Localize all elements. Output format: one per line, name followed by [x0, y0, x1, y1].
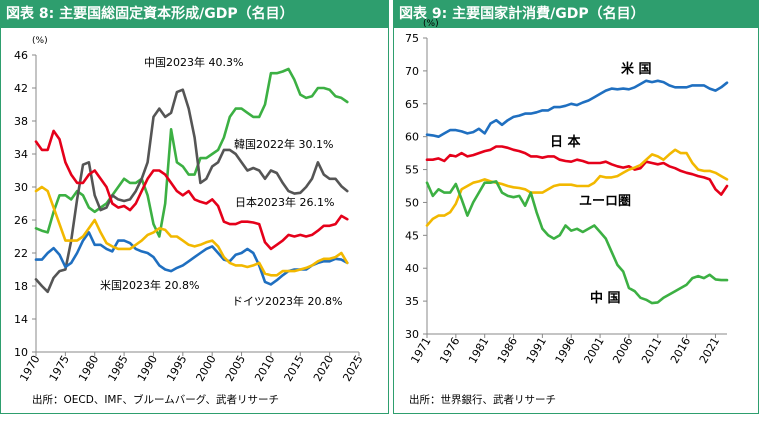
series-line-fig8: [34, 129, 349, 251]
y-tick-label: 45: [405, 229, 419, 242]
x-tick-label: 2021: [697, 335, 722, 366]
y-tick-label: 70: [405, 65, 419, 78]
series-line-fig8: [34, 185, 349, 277]
series-annotation: ユーロ圏: [579, 194, 631, 209]
series-line-fig9: [425, 145, 729, 196]
x-tick-label: 1990: [135, 353, 160, 384]
x-tick-label: 1995: [164, 353, 189, 384]
y-tick-label: 26: [14, 214, 28, 227]
y-tick-label: 10: [14, 346, 28, 359]
x-tick-label: 2016: [668, 335, 693, 366]
series-annotation: 日本2023年 26.1%: [235, 195, 334, 209]
x-tick-label: 1980: [76, 353, 101, 384]
x-tick-label: 2001: [581, 335, 606, 366]
x-tick-label: 2025: [340, 353, 365, 384]
x-tick-label: 1996: [553, 335, 578, 366]
series-annotation: 韓国2022年 30.1%: [234, 137, 333, 151]
y-tick-label: 60: [405, 131, 419, 144]
series-line-fig9: [425, 180, 729, 305]
figure-8-source: 出所：OECD、IMF、ブルームバーグ、武者リサーチ: [32, 394, 279, 406]
y-axis-unit: (%): [32, 36, 48, 46]
y-tick-label: 40: [405, 262, 419, 275]
y-tick-label: 22: [14, 247, 28, 260]
series-annotation: 米 国: [621, 61, 652, 77]
y-tick-label: 34: [14, 148, 28, 161]
x-tick-label: 1986: [495, 335, 520, 366]
series-annotation: ドイツ2023年 20.8%: [232, 294, 342, 308]
series-line-fig9: [425, 79, 729, 138]
x-tick-label: 1985: [105, 353, 130, 384]
x-tick-label: 1975: [47, 353, 72, 384]
figure-9-panel: 図表 9: 主要国家計消費/GDP（名目） 30 35 40 45 50 55 60 65 70…: [393, 0, 759, 428]
figure-9-source: 出所：世界銀行、武者リサーチ: [409, 394, 556, 406]
y-axis-unit: (%): [423, 19, 439, 29]
x-tick-label: 1981: [466, 335, 491, 366]
series-annotation: 日 本: [550, 134, 581, 150]
series-line-fig9: [425, 148, 729, 227]
y-tick-label: 14: [14, 313, 28, 326]
x-tick-label: 2010: [252, 353, 277, 384]
y-tick-label: 50: [405, 196, 419, 209]
figure-8-panel: 図表 8: 主要国総固定資本形成/GDP（名目） 10 14 18 22 26 30 34 3…: [0, 0, 389, 414]
series-annotation: 中国2023年 40.3%: [144, 55, 243, 69]
series-annotation: 中 国: [590, 290, 621, 306]
x-tick-label: 1991: [524, 335, 549, 366]
series-line-fig8: [34, 231, 349, 286]
y-tick-label: 38: [14, 115, 28, 128]
x-tick-label: 2011: [639, 335, 664, 366]
series-line-fig8: [34, 88, 349, 294]
figure-8-frame: [0, 28, 389, 414]
y-tick-label: 42: [14, 82, 28, 95]
x-tick-label: 2000: [194, 353, 219, 384]
series-line-fig8: [34, 67, 349, 238]
y-tick-label: 30: [405, 328, 419, 341]
x-tick-label: 1976: [437, 335, 462, 366]
figure-9-title: 図表 9: 主要国家計消費/GDP（名目）: [393, 0, 759, 28]
y-tick-label: 18: [14, 280, 28, 293]
x-tick-label: 2006: [610, 335, 635, 366]
x-tick-label: 2015: [282, 353, 307, 384]
x-tick-label: 2005: [223, 353, 248, 384]
y-tick-label: 75: [405, 32, 419, 45]
series-annotation: 米国2023年 20.8%: [100, 278, 199, 292]
y-tick-label: 65: [405, 98, 419, 111]
y-tick-label: 55: [405, 164, 419, 177]
x-tick-label: 2020: [311, 353, 336, 384]
figure-8-title: 図表 8: 主要国総固定資本形成/GDP（名目）: [0, 0, 389, 28]
y-tick-label: 46: [14, 49, 28, 62]
y-tick-label: 30: [14, 181, 28, 194]
y-tick-label: 35: [405, 295, 419, 308]
